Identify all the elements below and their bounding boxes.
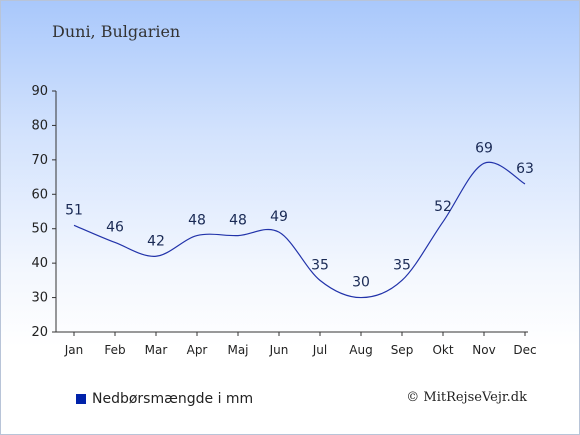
data-label: 49 (270, 209, 288, 225)
x-tick-label: Jul (312, 343, 327, 357)
series-line (73, 161, 526, 299)
y-tick-label: 50 (31, 222, 48, 237)
data-label: 35 (393, 257, 411, 273)
data-label: 35 (311, 257, 329, 273)
legend-label: Nedbørsmængde i mm (92, 391, 254, 407)
y-tick-label: 70 (31, 153, 48, 168)
x-tick-label: Dec (513, 343, 536, 357)
x-tick-label: Jan (64, 343, 84, 357)
y-tick-label: 90 (31, 84, 48, 99)
x-tick-label: Mar (145, 343, 168, 357)
data-label: 30 (352, 275, 370, 291)
data-label: 69 (475, 140, 493, 156)
data-label: 48 (229, 213, 247, 229)
data-label: 48 (188, 213, 206, 229)
legend: Nedbørsmængde i mm (76, 391, 253, 407)
x-tick-label: Apr (187, 343, 208, 357)
x-tick-label: Okt (432, 343, 453, 357)
x-tick-label: Nov (472, 343, 495, 357)
x-tick-label: Maj (227, 343, 248, 357)
x-tick-label: Aug (349, 343, 372, 357)
data-label: 52 (434, 199, 452, 215)
x-tick-label: Sep (391, 343, 414, 357)
y-tick-label: 40 (31, 256, 48, 271)
x-tick-label: Jun (269, 343, 289, 357)
data-label: 42 (147, 233, 165, 249)
chart-title: Duni, Bulgarien (52, 22, 181, 41)
data-label: 51 (65, 202, 83, 218)
y-tick-label: 20 (31, 325, 48, 340)
copyright-text: © MitRejseVejr.dk (406, 390, 527, 405)
data-label: 63 (516, 161, 534, 177)
y-tick-label: 30 (31, 291, 48, 306)
y-tick-label: 80 (31, 118, 48, 133)
x-tick-label: Feb (104, 343, 125, 357)
y-tick-label: 60 (31, 187, 48, 202)
data-label: 46 (106, 219, 124, 235)
legend-swatch (76, 394, 86, 404)
